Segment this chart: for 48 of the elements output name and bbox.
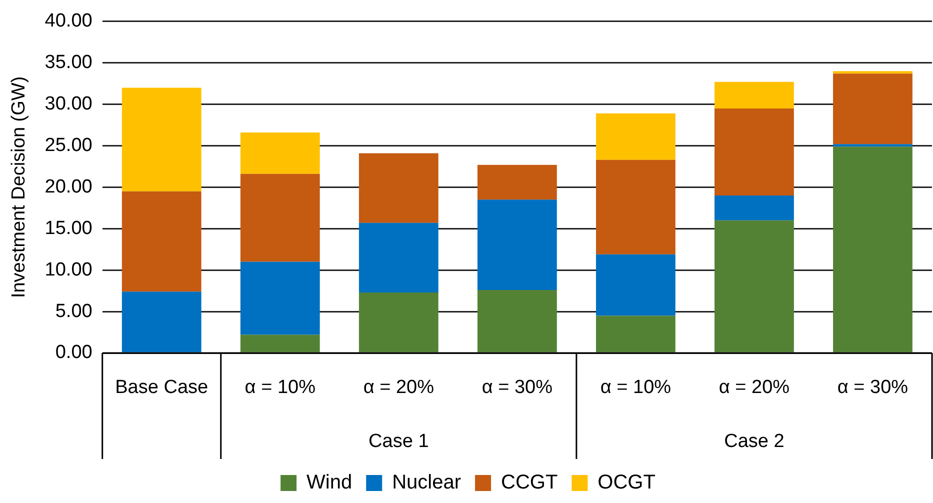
y-tick-label: 25.00: [44, 134, 92, 156]
x-tick-label: α = 20%: [718, 377, 790, 398]
x-tick-label: Base Case: [115, 377, 208, 398]
bar: [122, 88, 202, 192]
y-tick-label: 40.00: [44, 10, 92, 32]
bar: [596, 113, 676, 160]
bar: [714, 220, 794, 352]
y-axis-title: Investment Decision (GW): [8, 76, 30, 298]
y-tick-label: 10.00: [44, 259, 92, 280]
legend-label: Wind: [306, 472, 352, 494]
x-tick-label: α = 10%: [244, 377, 316, 398]
bar: [833, 71, 912, 74]
x-tick-label: α = 10%: [600, 377, 672, 398]
bar: [122, 292, 202, 352]
bar: [833, 144, 912, 147]
bar: [714, 82, 794, 108]
bar: [240, 132, 320, 174]
bar: [477, 164, 557, 200]
legend-label: Nuclear: [392, 472, 462, 494]
bar: [833, 146, 912, 352]
legend-label: OCGT: [598, 472, 656, 494]
y-tick-label: 35.00: [44, 52, 92, 74]
bar: [833, 74, 912, 144]
bar: [714, 108, 794, 196]
y-tick-label: 30.00: [44, 94, 92, 115]
x-tick-label: α = 20%: [363, 377, 434, 398]
text: Case 2: [724, 431, 784, 452]
bar: [358, 292, 438, 352]
bar: [122, 191, 202, 292]
y-tick-label: 20.00: [44, 176, 92, 198]
bar: [240, 262, 320, 335]
bar: [596, 316, 676, 352]
bar: [596, 160, 676, 254]
legend-label: CCGT: [501, 472, 558, 494]
y-tick-label: 0.00: [55, 342, 92, 364]
bar: [714, 195, 794, 220]
bar: [477, 200, 557, 290]
bar: [358, 222, 438, 292]
bar: [358, 153, 438, 223]
x-tick-label: α = 30%: [837, 377, 908, 398]
y-tick-label: 15.00: [44, 218, 92, 239]
bar: [240, 174, 320, 262]
x-tick-label: α = 30%: [482, 377, 553, 398]
y-tick-label: 5.00: [55, 300, 92, 322]
bar: [240, 334, 320, 352]
text: Case 1: [368, 431, 429, 452]
bar: [596, 254, 676, 316]
bar: [477, 290, 557, 352]
